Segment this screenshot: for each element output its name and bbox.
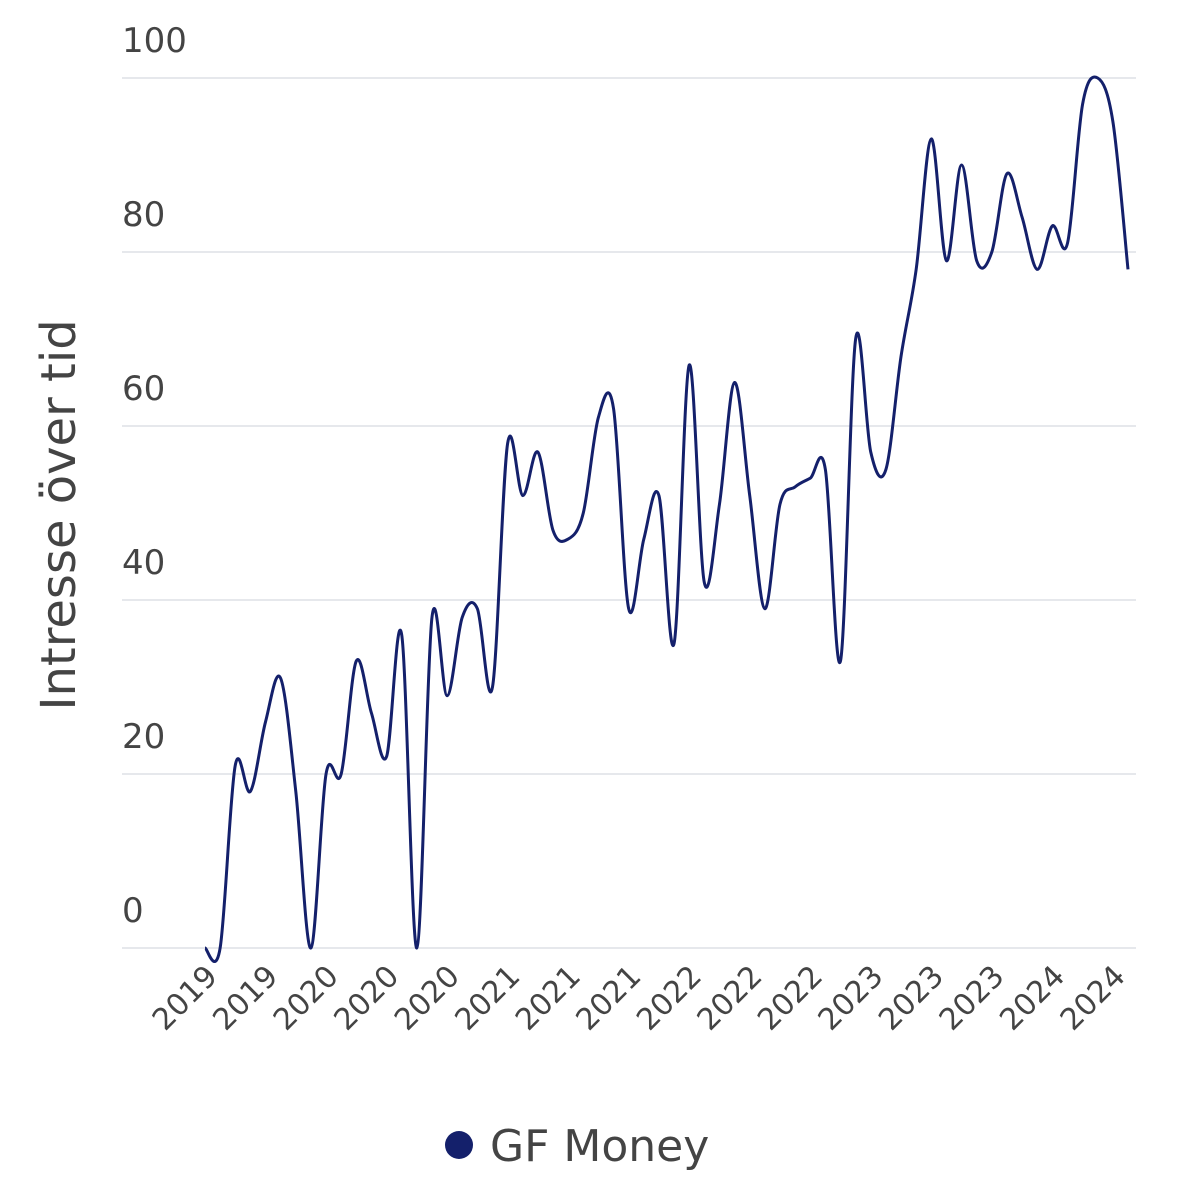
y-tick-label: 60 [122, 369, 165, 409]
x-tick-label: 2023 [933, 959, 1012, 1038]
legend-marker [445, 1131, 473, 1159]
x-tick-label: 2019 [146, 959, 225, 1038]
x-tick-label: 2023 [872, 959, 951, 1038]
y-tick-label: 40 [122, 543, 165, 583]
x-tick-label: 2024 [993, 959, 1072, 1038]
x-tick-label: 2022 [691, 959, 770, 1038]
x-tick-label: 2024 [1054, 959, 1133, 1038]
x-tick-label: 2023 [812, 959, 891, 1038]
y-axis-title: Intresse över tid [31, 319, 87, 710]
x-tick-label: 2021 [449, 959, 528, 1038]
x-tick-label: 2019 [206, 959, 285, 1038]
y-tick-label: 20 [122, 717, 165, 757]
x-tick-label: 2020 [327, 959, 406, 1038]
x-tick-label: 2022 [630, 959, 709, 1038]
y-tick-label: 0 [122, 891, 144, 931]
x-tick-label: 2021 [570, 959, 649, 1038]
y-tick-label: 80 [122, 195, 165, 235]
legend-label: GF Money [490, 1121, 709, 1172]
x-tick-label: 2020 [388, 959, 467, 1038]
line [203, 75, 1130, 964]
x-tick-label: 2022 [751, 959, 830, 1038]
x-tick-label: 2020 [267, 959, 346, 1038]
x-tick-label: 2021 [509, 959, 588, 1038]
y-tick-label: 100 [122, 21, 187, 61]
